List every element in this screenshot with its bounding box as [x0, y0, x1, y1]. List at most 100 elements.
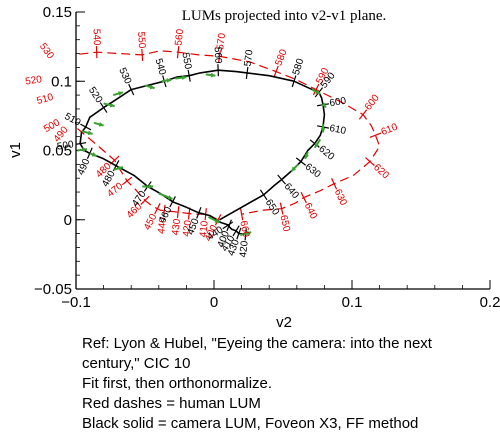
wavelength-label: 620: [316, 144, 336, 163]
shift-arrow-head: [149, 84, 155, 90]
y-tick-label: 0.15: [43, 4, 72, 21]
wavelength-tick: [277, 174, 286, 185]
wavelength-label: 540: [90, 29, 102, 46]
wavelength-tick: [141, 48, 144, 61]
shift-arrow-head: [118, 91, 123, 96]
wavelength-label: 560: [173, 28, 186, 46]
chart-axes: [75, 11, 491, 290]
wavelength-label: 600: [329, 96, 348, 110]
wavelength-tick: [218, 50, 221, 63]
wavelength-tick: [226, 219, 232, 232]
x-axis-label: v2: [276, 314, 292, 330]
wavelength-tick: [295, 157, 307, 166]
wavelength-tick: [273, 65, 279, 78]
wavelength-tick: [176, 206, 180, 219]
wavelength-tick: [214, 214, 222, 226]
wavelength-tick: [176, 46, 180, 59]
wavelength-label: 610: [380, 121, 400, 138]
wavelength-label: 570: [243, 49, 256, 67]
wavelength-label: 540: [152, 57, 167, 76]
wavelength-tick: [365, 157, 375, 167]
wavelength-tick: [169, 196, 176, 208]
shift-arrow-head: [181, 75, 187, 81]
wavelength-tick: [309, 139, 320, 148]
wavelength-label: 650: [263, 197, 282, 217]
reference-notes: Ref: Lyon & Hubel, "Eyeing the camera: i…: [82, 334, 492, 434]
wavelength-label: 430: [226, 238, 242, 258]
shift-arrow-head: [87, 130, 93, 136]
wavelength-tick: [187, 69, 191, 82]
wavelength-label: 490: [76, 157, 93, 177]
wavelength-label: 650: [277, 214, 291, 233]
shift-arrow-head: [314, 142, 320, 148]
wavelength-label: 630: [332, 188, 349, 208]
wavelength-tick: [291, 75, 297, 88]
wavelength-label: 420: [181, 219, 194, 237]
wavelength-label: 500: [56, 139, 75, 152]
y-tick-label: 0.1: [51, 73, 72, 90]
wavelength-label: 580: [291, 57, 307, 77]
wavelength-label: 510: [36, 92, 56, 107]
wavelength-label: 660: [237, 220, 251, 239]
wavelength-label: 560: [212, 47, 224, 65]
x-tick-label: 0.1: [342, 294, 363, 311]
shift-arrow-head: [166, 78, 172, 83]
wavelength-label: 440: [156, 216, 169, 234]
note-line: Ref: Lyon & Hubel, "Eyeing the camera: i…: [82, 335, 432, 352]
wavelength-tick: [239, 208, 244, 221]
shift-arrow-head: [109, 102, 115, 108]
x-tick-label: 0.2: [480, 294, 500, 311]
x-tick-label: −0.1: [61, 294, 91, 311]
wavelength-tick: [222, 221, 234, 230]
wavelength-tick: [99, 102, 108, 113]
y-tick-label: −0.05: [34, 281, 72, 298]
wavelength-tick: [236, 227, 242, 240]
wavelength-label: 550: [179, 52, 193, 71]
wavelength-tick: [52, 58, 59, 68]
wavelength-label: 410: [198, 220, 211, 238]
wavelength-tick: [259, 189, 268, 201]
wavelength-tick: [121, 176, 133, 186]
y-tick-label: 0: [64, 212, 72, 229]
wavelength-tick: [279, 202, 284, 215]
shift-arrow-head: [91, 152, 97, 157]
wavelength-label: 570: [215, 32, 228, 50]
wavelength-tick: [369, 132, 382, 139]
wavelength-label: 520: [25, 74, 44, 87]
lum-chart: LUMs projected into v2-v1 plane. −0.05 0 0…: [7, 4, 500, 330]
note-line: Black solid = camera LUM, Foveon X3, FF …: [82, 415, 419, 432]
y-tick-label: 0.05: [43, 143, 72, 160]
wavelength-tick: [80, 123, 92, 131]
wavelength-tick: [162, 204, 166, 217]
shift-arrow-head: [291, 166, 297, 172]
wavelength-label: 580: [273, 47, 289, 67]
shift-arrow-head: [118, 166, 123, 171]
wavelength-label: 520: [86, 85, 105, 105]
wavelength-tick: [331, 178, 338, 190]
shift-arrow-head: [98, 122, 104, 127]
series-layer: [52, 46, 382, 241]
wavelength-label: 550: [135, 31, 147, 49]
wavelength-label: 530: [116, 66, 133, 86]
y-axis-label: v1: [7, 142, 24, 158]
shift-arrow-head: [315, 89, 321, 94]
wavelength-tick: [358, 109, 368, 120]
wavelength-label: 430: [170, 218, 183, 236]
note-line: Red dashes = human LUM: [82, 395, 261, 412]
shift-arrow-head: [82, 147, 88, 153]
wavelength-labels: 4004104204304404504604704804905005105205…: [25, 28, 400, 258]
wavelength-tick: [76, 142, 87, 145]
wavelength-label: 640: [302, 201, 320, 221]
wavelength-tick: [300, 191, 307, 204]
shift-arrow-head: [148, 184, 154, 189]
wavelength-tick: [140, 195, 150, 206]
arrow-layer: [77, 72, 327, 236]
wavelength-tick: [245, 66, 249, 79]
chart-title: LUMs projected into v2-v1 plane.: [182, 8, 387, 24]
tick-labels: −0.05 0 0.05 0.1 0.15 −0.1 0 0.1 0.2: [34, 4, 500, 311]
note-line: Fit first, then orthonormalize.: [82, 375, 273, 392]
shift-arrow-head: [304, 153, 309, 159]
shift-arrow-head: [167, 195, 173, 200]
wavelength-label: 600: [363, 92, 382, 112]
wavelength-tick: [232, 225, 240, 237]
